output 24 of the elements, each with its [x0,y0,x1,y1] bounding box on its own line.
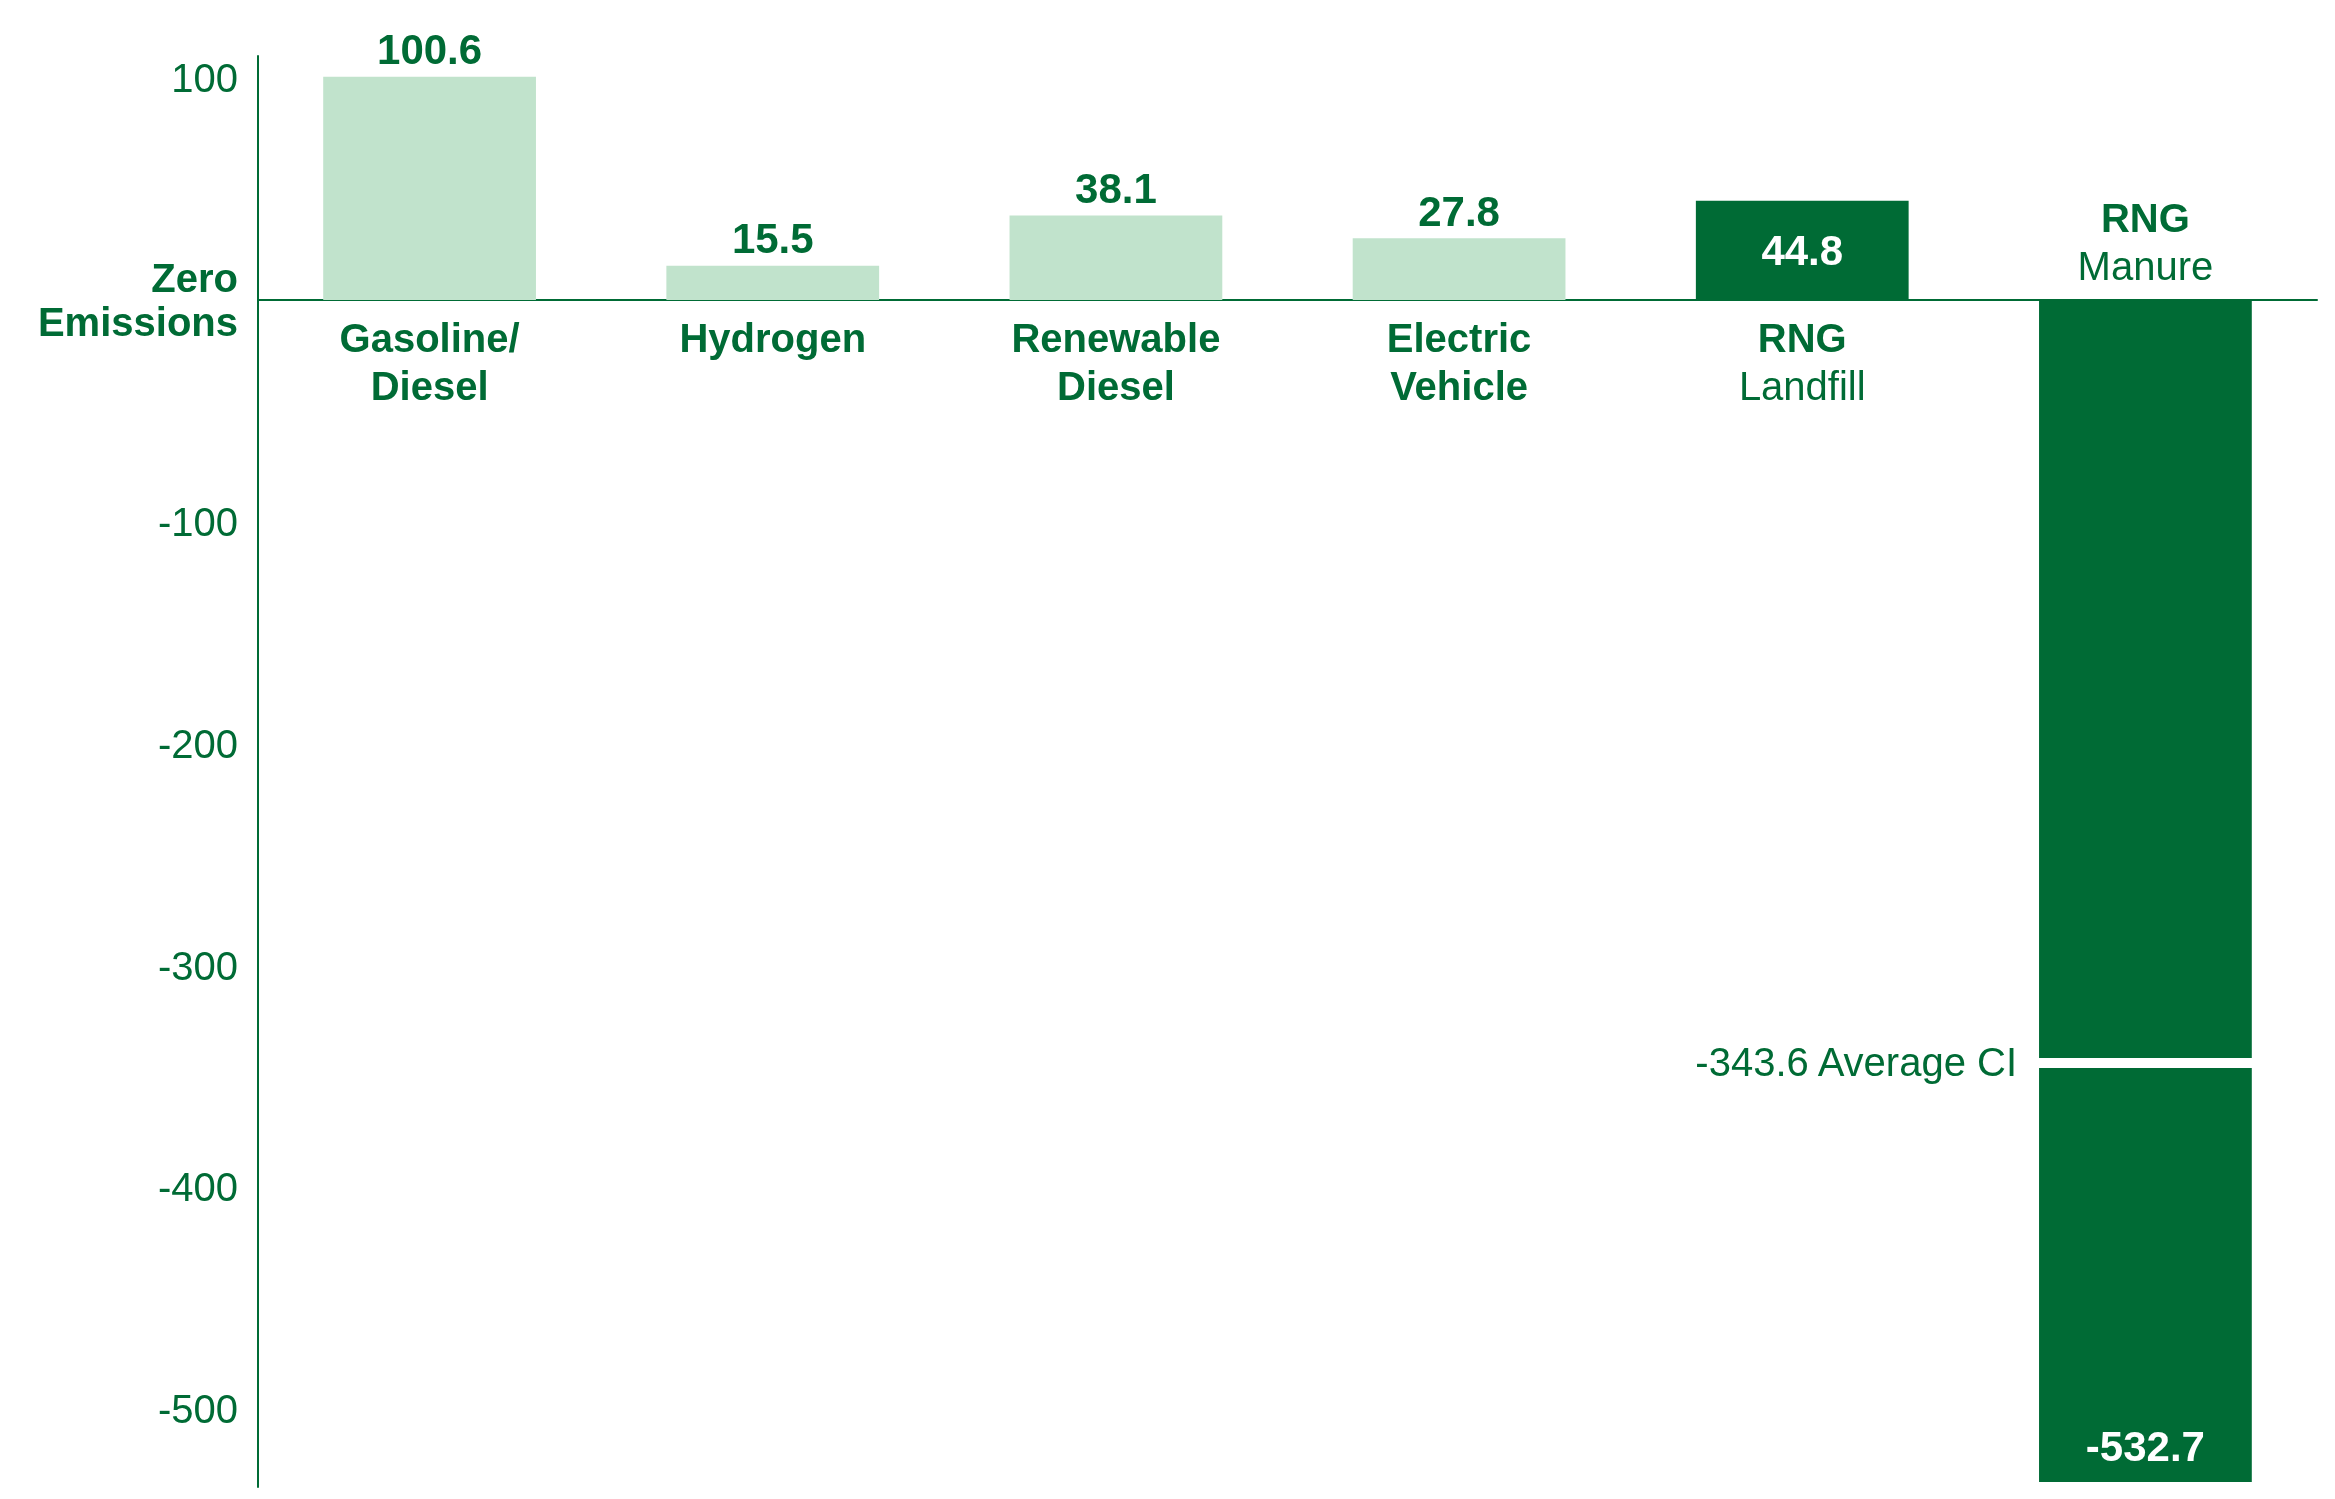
bar [323,76,536,301]
y-tick-label: -400 [157,1165,238,1210]
bar [1352,238,1566,301]
y-tick-label: -300 [157,943,238,988]
x-tick-label: Renewable Diesel [1011,316,1221,409]
bar [666,265,880,301]
data-label: 27.8 [1418,187,1500,235]
x-tick-label: Hydrogen [679,316,867,361]
data-label: 38.1 [1075,165,1157,213]
data-label: 100.6 [377,26,483,74]
bar [1009,215,1223,301]
y-tick-label: 100 [171,56,238,101]
x-tick-label: Gasoline/ Diesel [339,316,520,409]
x-tick-label: RNG Manure [2077,196,2214,289]
data-label: 44.8 [1761,226,1844,274]
ref-line-label: -343.6 Average CI [1695,1040,2018,1085]
x-tick-label: RNG Landfill [1738,316,1866,409]
y-tick-label: -100 [157,499,238,544]
y-tick-label: -500 [157,1387,238,1432]
y-tick-label: -200 [157,721,238,766]
y-tick-label: Zero Emissions [37,256,238,345]
data-label: -532.7 [2085,1423,2205,1471]
data-label: 15.5 [731,215,814,263]
x-tick-label: Electric Vehicle [1386,316,1532,409]
